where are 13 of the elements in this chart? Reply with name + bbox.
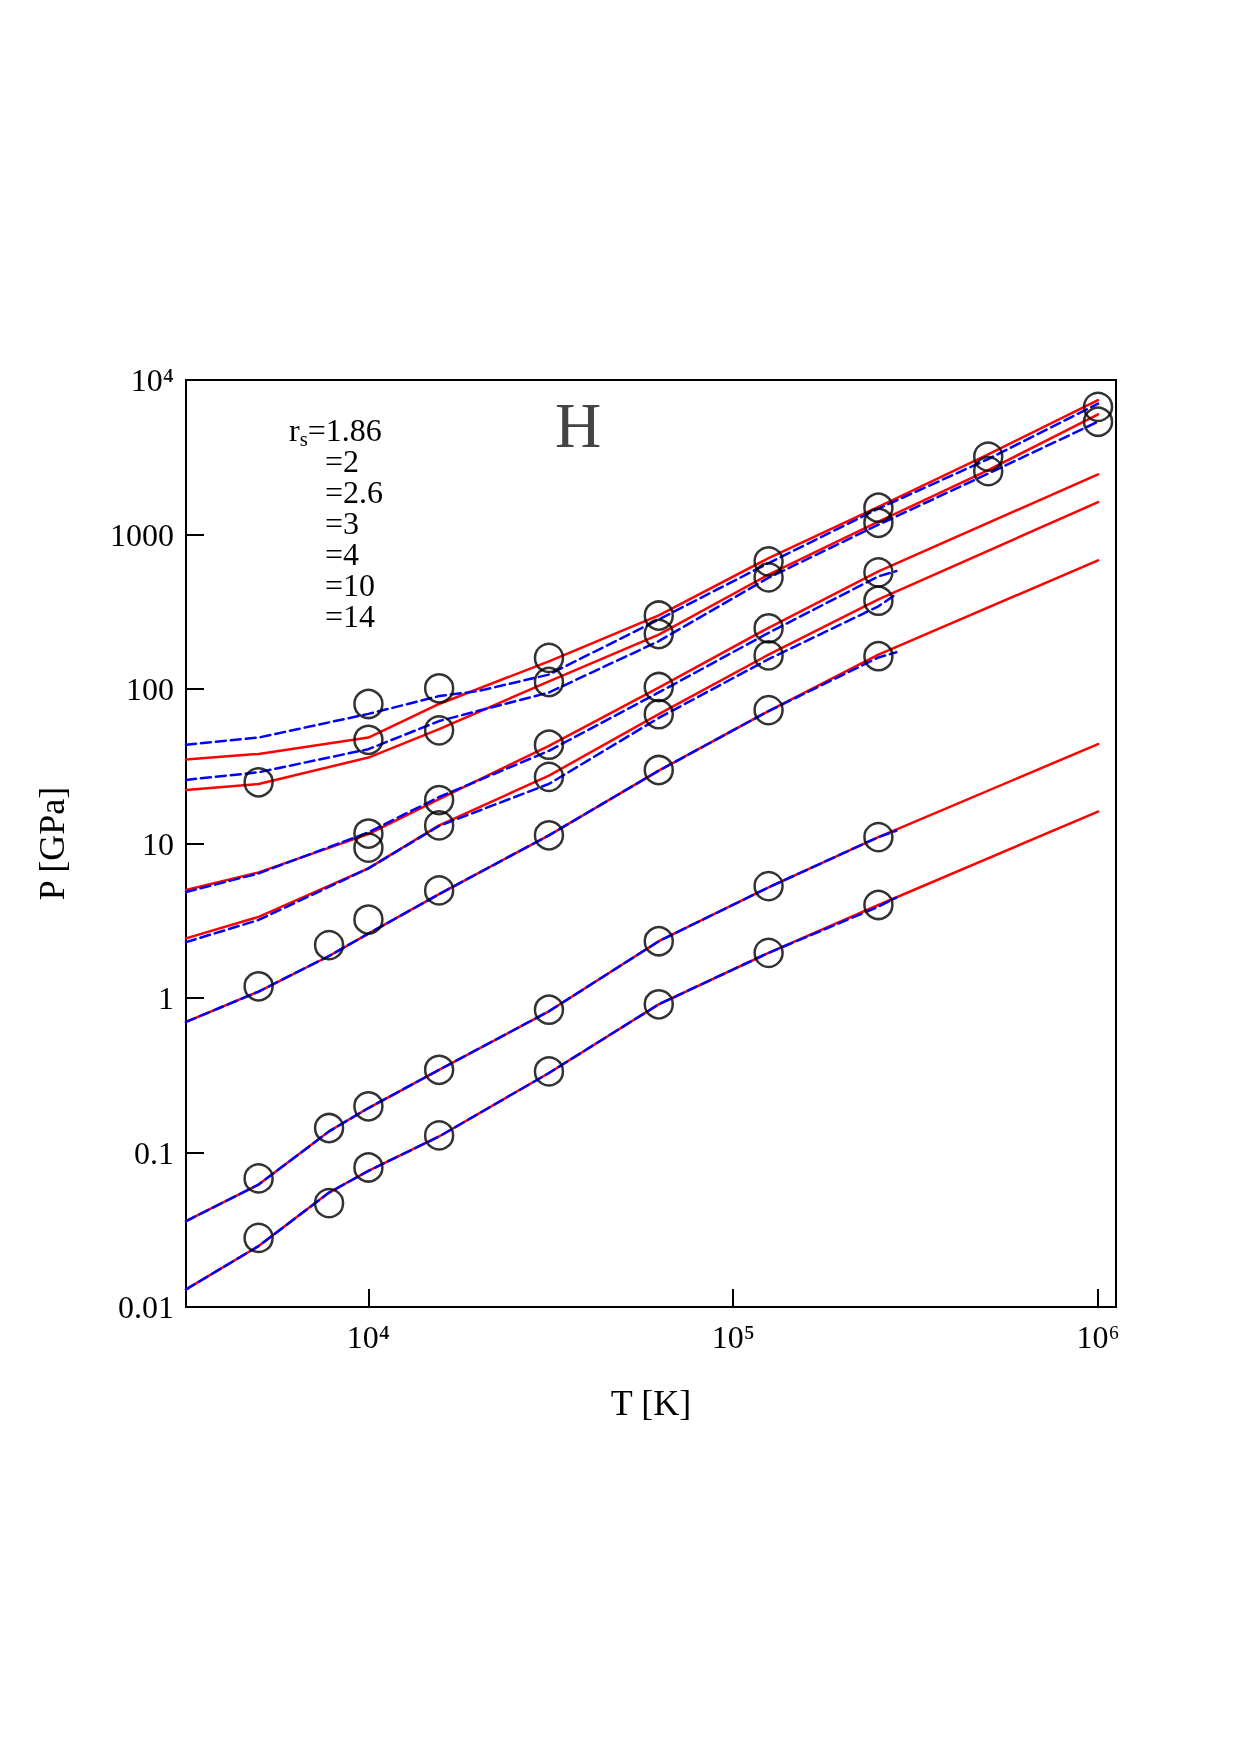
x-tick-label: 10⁴ <box>346 1319 390 1355</box>
y-tick-label: 10 <box>142 825 174 862</box>
x-tick-label: 10⁵ <box>711 1319 755 1355</box>
y-tick-label: 10⁴ <box>130 362 174 398</box>
chart-title: H <box>555 389 602 461</box>
y-tick-label: 100 <box>126 671 174 707</box>
x-axis-title: T [K] <box>610 1383 692 1423</box>
y-tick-label: 1 <box>158 980 174 1016</box>
y-tick-label: 0.1 <box>134 1134 174 1171</box>
x-tick-label: 10⁶ <box>1076 1319 1120 1355</box>
y-axis-title: P [GPa] <box>32 786 72 901</box>
y-tick-label: 0.01 <box>118 1289 174 1325</box>
y-tick-label: 1000 <box>110 516 174 553</box>
